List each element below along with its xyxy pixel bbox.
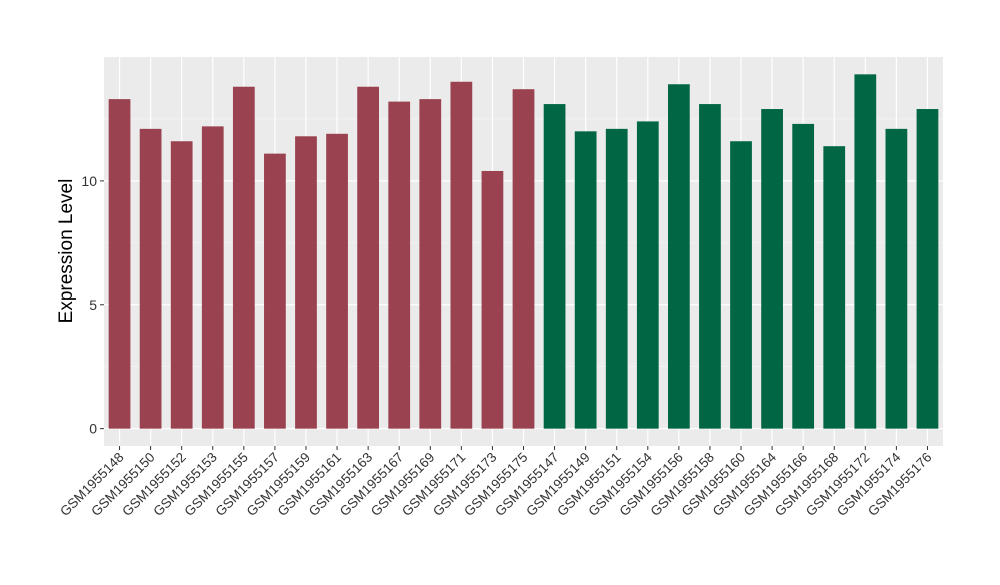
bar-GSM1955164 <box>761 109 783 429</box>
bar-GSM1955147 <box>543 104 566 429</box>
bar-GSM1955153 <box>201 126 224 429</box>
bar-GSM1955171 <box>450 81 473 429</box>
bar-GSM1955149 <box>574 131 597 429</box>
bar-GSM1955159 <box>295 136 317 429</box>
y-tick-label: 10 <box>81 173 97 189</box>
bar-GSM1955160 <box>730 141 752 429</box>
y-tick-label: 5 <box>89 297 97 313</box>
bar-GSM1955175 <box>512 89 535 429</box>
bar-GSM1955161 <box>326 133 348 429</box>
bar-GSM1955163 <box>357 86 380 429</box>
bar-GSM1955150 <box>139 128 162 429</box>
bars <box>108 74 939 429</box>
bar-GSM1955169 <box>419 99 442 429</box>
bar-GSM1955156 <box>667 84 690 429</box>
bar-GSM1955155 <box>232 86 255 429</box>
bar-GSM1955166 <box>792 123 815 429</box>
y-axis-title: Expression Level <box>56 179 77 324</box>
bar-GSM1955148 <box>108 99 131 429</box>
bar-GSM1955154 <box>636 121 659 429</box>
bar-GSM1955157 <box>264 153 286 429</box>
y-axis: 0 5 10 <box>81 173 104 437</box>
bar-GSM1955151 <box>605 128 628 429</box>
bar-GSM1955152 <box>170 141 193 429</box>
bar-GSM1955158 <box>699 104 721 429</box>
y-tick-label: 0 <box>89 421 97 437</box>
bar-GSM1955172 <box>854 74 877 429</box>
bar-GSM1955176 <box>916 109 939 429</box>
bar-GSM1955168 <box>823 146 846 429</box>
bar-GSM1955174 <box>885 128 908 429</box>
bar-GSM1955167 <box>388 101 411 429</box>
x-axis: GSM1955148GSM1955150GSM1955152GSM1955153… <box>57 446 935 519</box>
bar-GSM1955173 <box>481 170 504 429</box>
